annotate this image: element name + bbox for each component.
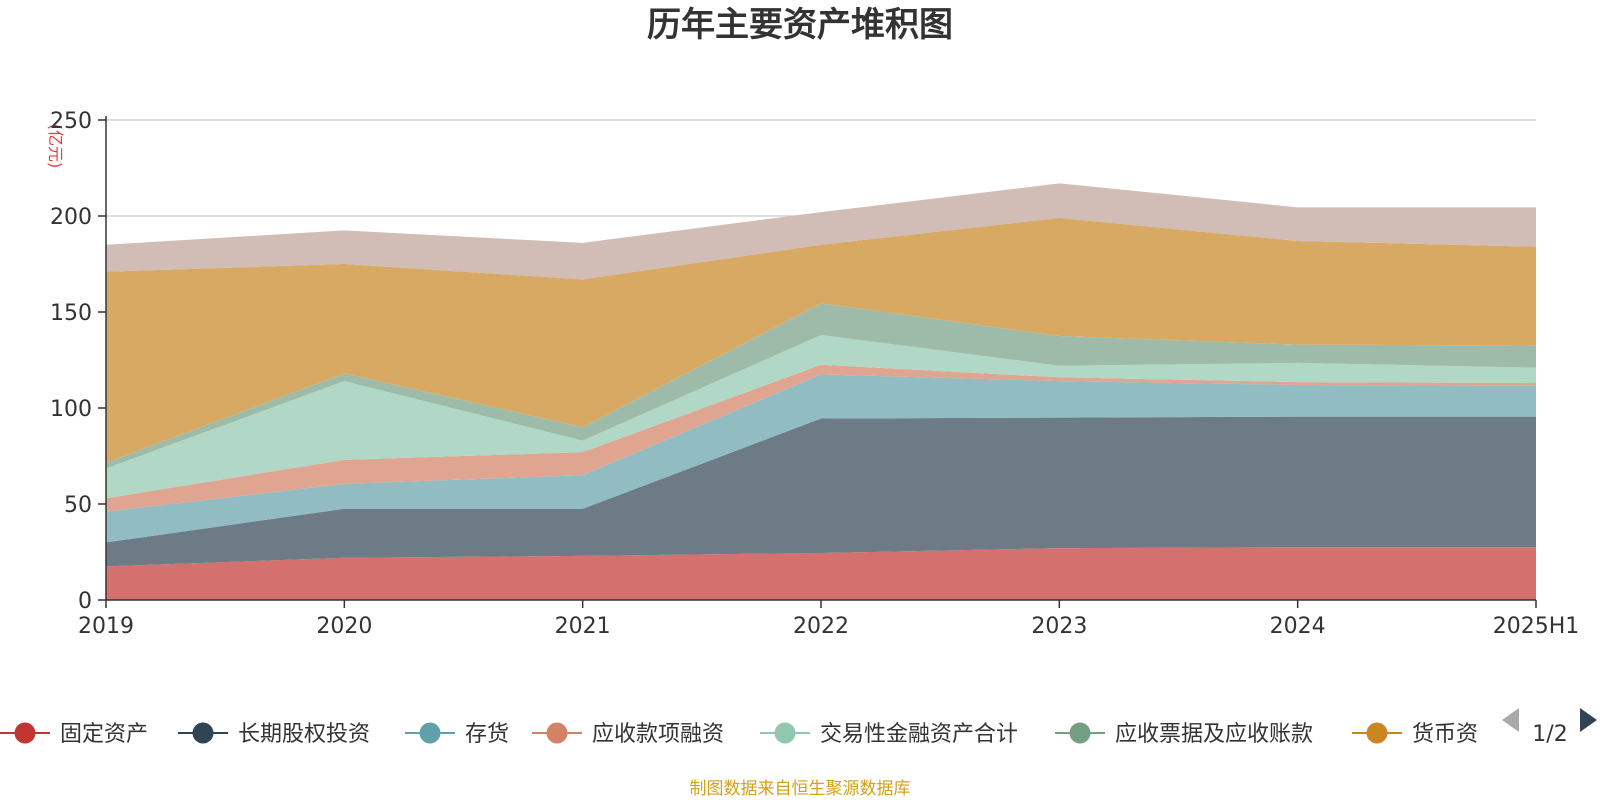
x-tick-label: 2019 bbox=[78, 614, 134, 639]
legend-next-icon[interactable] bbox=[1580, 708, 1597, 732]
legend-label: 应收票据及应收账款 bbox=[1115, 722, 1313, 747]
chart-title: 历年主要资产堆积图 bbox=[647, 5, 953, 45]
legend-label: 存货 bbox=[465, 722, 509, 747]
legend-item-3[interactable]: 应收款项融资 bbox=[532, 722, 724, 747]
area-series-6 bbox=[106, 217, 1536, 463]
legend-marker-icon bbox=[774, 722, 796, 744]
y-tick-label: 100 bbox=[50, 397, 92, 422]
legend-item-2[interactable]: 存货 bbox=[405, 722, 509, 747]
legend-label: 固定资产 bbox=[60, 722, 148, 747]
legend-marker-icon bbox=[419, 722, 441, 744]
x-tick-label: 2024 bbox=[1270, 614, 1326, 639]
area-series-0 bbox=[106, 547, 1536, 600]
legend-marker-icon bbox=[1366, 722, 1388, 744]
area-series-7 bbox=[106, 183, 1536, 280]
area-series bbox=[106, 183, 1536, 600]
legend-pager[interactable]: 1/2 bbox=[1502, 708, 1597, 747]
legend-page-indicator: 1/2 bbox=[1532, 722, 1567, 747]
source-note: 制图数据来自恒生聚源数据库 bbox=[690, 779, 911, 799]
legend-item-4[interactable]: 交易性金融资产合计 bbox=[760, 722, 1018, 747]
x-tick-label: 2025H1 bbox=[1493, 614, 1580, 639]
axes: 0 50 100 150 200 250 2019 2020 2021 2022 2023 2024 2… bbox=[50, 109, 1579, 639]
legend-item-1[interactable]: 长期股权投资 bbox=[178, 722, 370, 747]
legend-prev-icon[interactable] bbox=[1502, 708, 1519, 732]
area-series-3 bbox=[106, 364, 1536, 512]
x-tick-label: 2023 bbox=[1031, 614, 1087, 639]
legend-item-6[interactable]: 货币资 bbox=[1352, 722, 1478, 747]
legend-marker-icon bbox=[14, 722, 36, 744]
legend-item-0[interactable]: 固定资产 bbox=[0, 722, 148, 747]
legend-marker-icon bbox=[1069, 722, 1091, 744]
x-tick-label: 2020 bbox=[316, 614, 372, 639]
legend-label: 应收款项融资 bbox=[592, 722, 724, 747]
y-tick-label: 0 bbox=[78, 589, 92, 614]
legend-item-5[interactable]: 应收票据及应收账款 bbox=[1055, 722, 1313, 747]
legend-label: 交易性金融资产合计 bbox=[820, 722, 1018, 747]
legend-label: 长期股权投资 bbox=[238, 722, 370, 747]
y-tick-label: 250 bbox=[50, 109, 92, 134]
area-series-1 bbox=[106, 416, 1536, 567]
x-tick-label: 2022 bbox=[793, 614, 849, 639]
area-series-2 bbox=[106, 374, 1536, 543]
legend-marker-icon bbox=[546, 722, 568, 744]
area-series-5 bbox=[106, 303, 1536, 469]
y-tick-label: 150 bbox=[50, 301, 92, 326]
y-tick-label: 200 bbox=[50, 205, 92, 230]
legend-label: 货币资 bbox=[1412, 722, 1478, 747]
legend[interactable]: 固定资产 长期股权投资 存货 应收款项融资 交易性金融资产合计 应收票据及应收账款 货币资 bbox=[0, 722, 1478, 747]
y-axis-unit: (亿元) bbox=[46, 124, 65, 169]
area-series-4 bbox=[106, 335, 1536, 499]
legend-marker-icon bbox=[192, 722, 214, 744]
x-tick-label: 2021 bbox=[555, 614, 611, 639]
y-tick-label: 50 bbox=[64, 493, 92, 518]
